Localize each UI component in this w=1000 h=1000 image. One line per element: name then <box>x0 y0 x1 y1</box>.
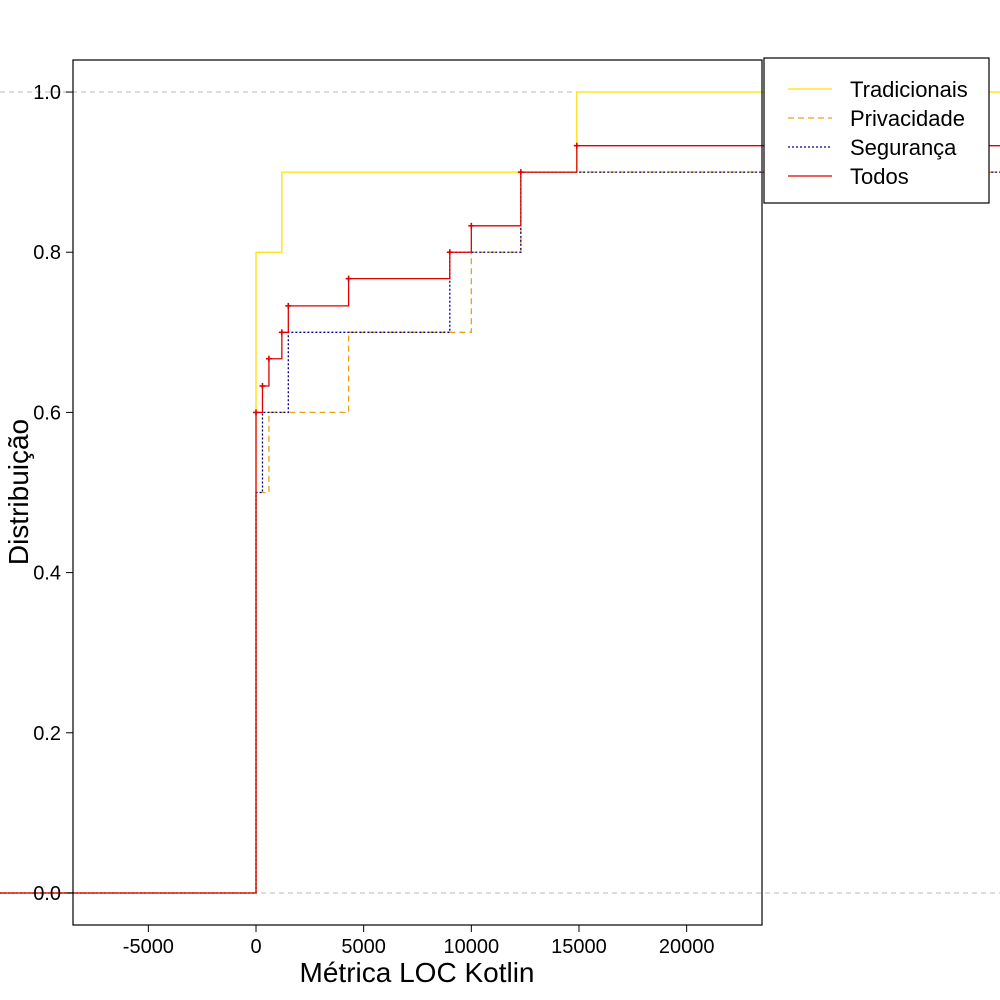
y-axis: 0.0 0.2 0.4 0.6 0.8 1.0 <box>33 82 73 905</box>
x-axis-title: Métrica LOC Kotlin <box>300 957 535 988</box>
x-tick-label: 15000 <box>551 936 607 958</box>
x-tick-label: 10000 <box>444 936 500 958</box>
legend-label: Privacidade <box>850 106 965 131</box>
series-line-privacidade <box>0 171 1000 894</box>
series-line-seguranca <box>0 171 1000 894</box>
reference-lines <box>0 91 1000 894</box>
plot-frame <box>72 59 763 926</box>
x-tick-label: -5000 <box>123 936 174 958</box>
series-line-tradicionais <box>0 91 1000 894</box>
y-tick-label: 0.6 <box>33 402 61 424</box>
x-tick-label: 5000 <box>341 936 386 958</box>
legend-box <box>763 57 990 204</box>
series-layer <box>0 91 1000 894</box>
legend-label: Tradicionais <box>850 77 968 102</box>
y-tick-label: 0.2 <box>33 723 61 745</box>
y-tick-label: 0.8 <box>33 242 61 264</box>
x-tick-label: 0 <box>250 936 261 958</box>
y-axis-title: Distribuição <box>3 419 34 565</box>
legend-label: Segurança <box>850 135 957 160</box>
y-tick-label: 0.0 <box>33 883 61 905</box>
y-tick-label: 1.0 <box>33 82 61 104</box>
legend: Tradicionais Privacidade Segurança Todos <box>763 57 990 204</box>
x-axis: -5000 0 5000 10000 15000 20000 <box>123 925 715 958</box>
legend-label: Todos <box>850 164 909 189</box>
x-tick-label: 20000 <box>659 936 715 958</box>
y-tick-label: 0.4 <box>33 563 61 585</box>
series-line-todos <box>0 145 1000 894</box>
